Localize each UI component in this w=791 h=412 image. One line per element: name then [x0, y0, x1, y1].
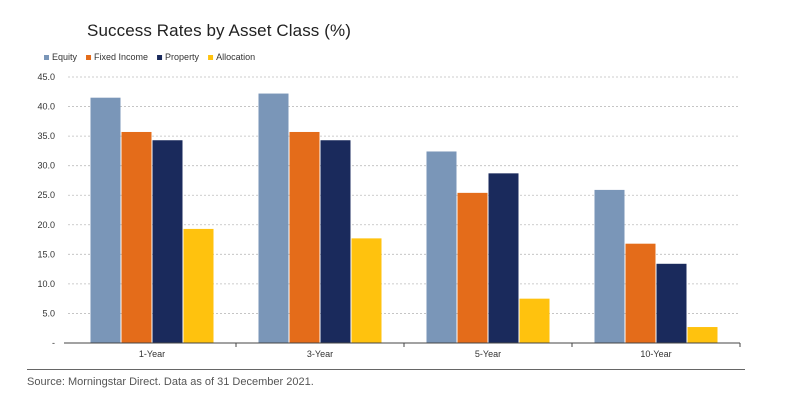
y-tick-label: 45.0	[37, 72, 55, 82]
bars	[90, 93, 718, 343]
y-tick-label: 30.0	[37, 161, 55, 171]
bar-fixed-income-1-year	[121, 131, 152, 343]
chart-title: Success Rates by Asset Class (%)	[87, 21, 351, 40]
legend-swatch	[208, 55, 214, 60]
bar-allocation-1-year	[183, 228, 214, 343]
bar-property-10-year	[656, 263, 687, 343]
x-tick-label: 10-Year	[640, 349, 671, 359]
bar-equity-1-year	[90, 97, 121, 343]
y-tick-label: -	[52, 338, 55, 348]
bar-property-5-year	[488, 173, 519, 343]
y-tick-label: 35.0	[37, 131, 55, 141]
x-tick-label: 3-Year	[307, 349, 333, 359]
y-tick-label: 20.0	[37, 220, 55, 230]
bar-equity-10-year	[594, 189, 625, 343]
bar-fixed-income-5-year	[457, 192, 488, 343]
bar-allocation-5-year	[519, 298, 550, 343]
y-tick-label: 40.0	[37, 102, 55, 112]
legend-label: Allocation	[216, 52, 255, 62]
y-tick-label: 10.0	[37, 279, 55, 289]
x-tick-label: 5-Year	[475, 349, 501, 359]
bar-allocation-10-year	[687, 327, 718, 343]
legend-label: Equity	[52, 52, 78, 62]
bar-property-1-year	[152, 140, 183, 343]
footer-divider	[27, 369, 745, 370]
x-axis: 1-Year 3-Year 5-Year 10-Year	[64, 342, 741, 359]
legend-swatch	[44, 55, 49, 60]
bar-allocation-3-year	[351, 238, 382, 343]
bar-fixed-income-3-year	[289, 131, 320, 343]
legend-swatch	[86, 55, 92, 60]
y-axis: - 5.0 10.0 15.0 20.0 25.0 30.0 35.0 40.0 45.0	[37, 72, 55, 348]
legend: Equity Fixed Income Property Allocation	[44, 52, 255, 62]
bar-property-3-year	[320, 140, 351, 343]
y-tick-label: 25.0	[37, 190, 55, 200]
legend-label: Fixed Income	[94, 52, 148, 62]
legend-label: Property	[165, 52, 200, 62]
bar-equity-3-year	[258, 93, 289, 343]
y-tick-label: 5.0	[42, 308, 55, 318]
bar-equity-5-year	[426, 151, 457, 343]
x-tick-label: 1-Year	[139, 349, 165, 359]
legend-swatch	[157, 55, 163, 60]
source-note: Source: Morningstar Direct. Data as of 3…	[27, 376, 314, 388]
bar-fixed-income-10-year	[625, 243, 656, 343]
y-tick-label: 15.0	[37, 249, 55, 259]
